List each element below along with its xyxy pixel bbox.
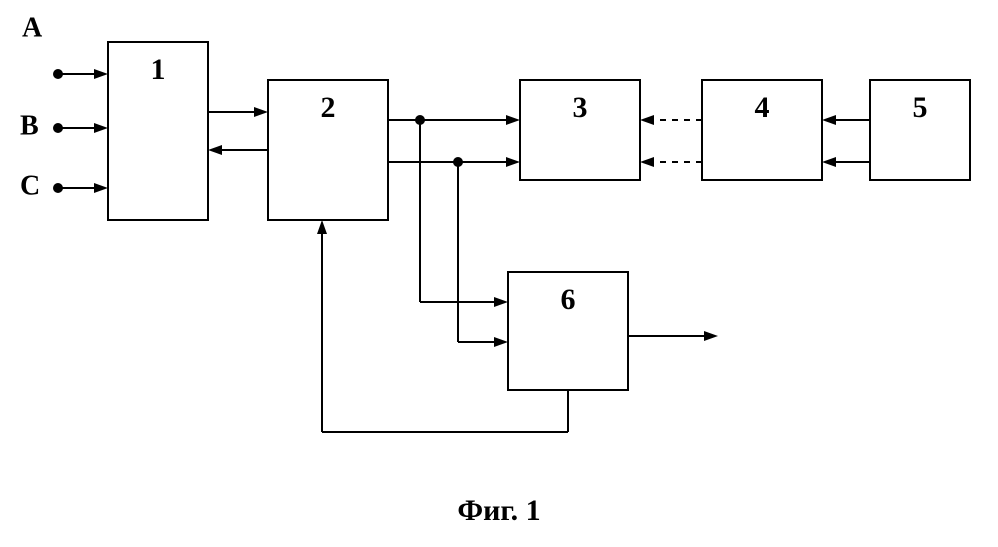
- block-4-label: 4: [755, 91, 770, 124]
- block-2-label: 2: [321, 91, 336, 124]
- block-3-label: 3: [573, 91, 588, 124]
- block-6-label: 6: [561, 283, 576, 316]
- input-label-c: C: [20, 170, 40, 201]
- input-label-a: A: [22, 12, 43, 43]
- figure-caption: Фиг. 1: [457, 494, 540, 527]
- block-1-label: 1: [151, 53, 166, 86]
- input-label-b: B: [20, 110, 39, 141]
- block-5-label: 5: [913, 91, 928, 124]
